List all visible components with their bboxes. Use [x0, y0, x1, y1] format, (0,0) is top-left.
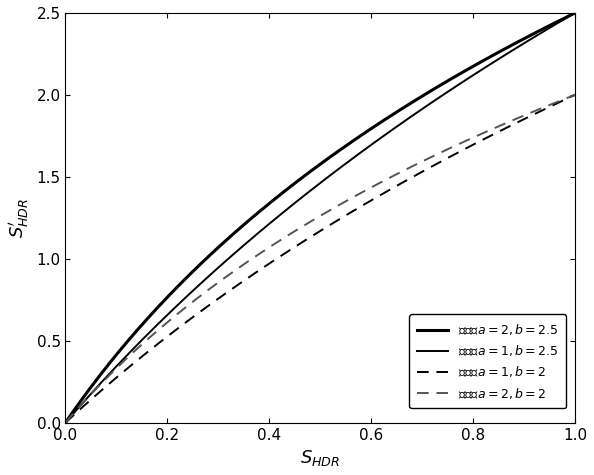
X-axis label: $S_{HDR}$: $S_{HDR}$ — [300, 448, 340, 468]
Y-axis label: $S^{\prime}_{HDR}$: $S^{\prime}_{HDR}$ — [7, 198, 31, 238]
Legend: 下实线$a=2,b=2.5$, 上实线$a=1,b=2.5$, 上虚线$a=1,b=2$, 下虚线$a=2,b=2$: 下实线$a=2,b=2.5$, 上实线$a=1,b=2.5$, 上虚线$a=1,… — [409, 314, 566, 408]
